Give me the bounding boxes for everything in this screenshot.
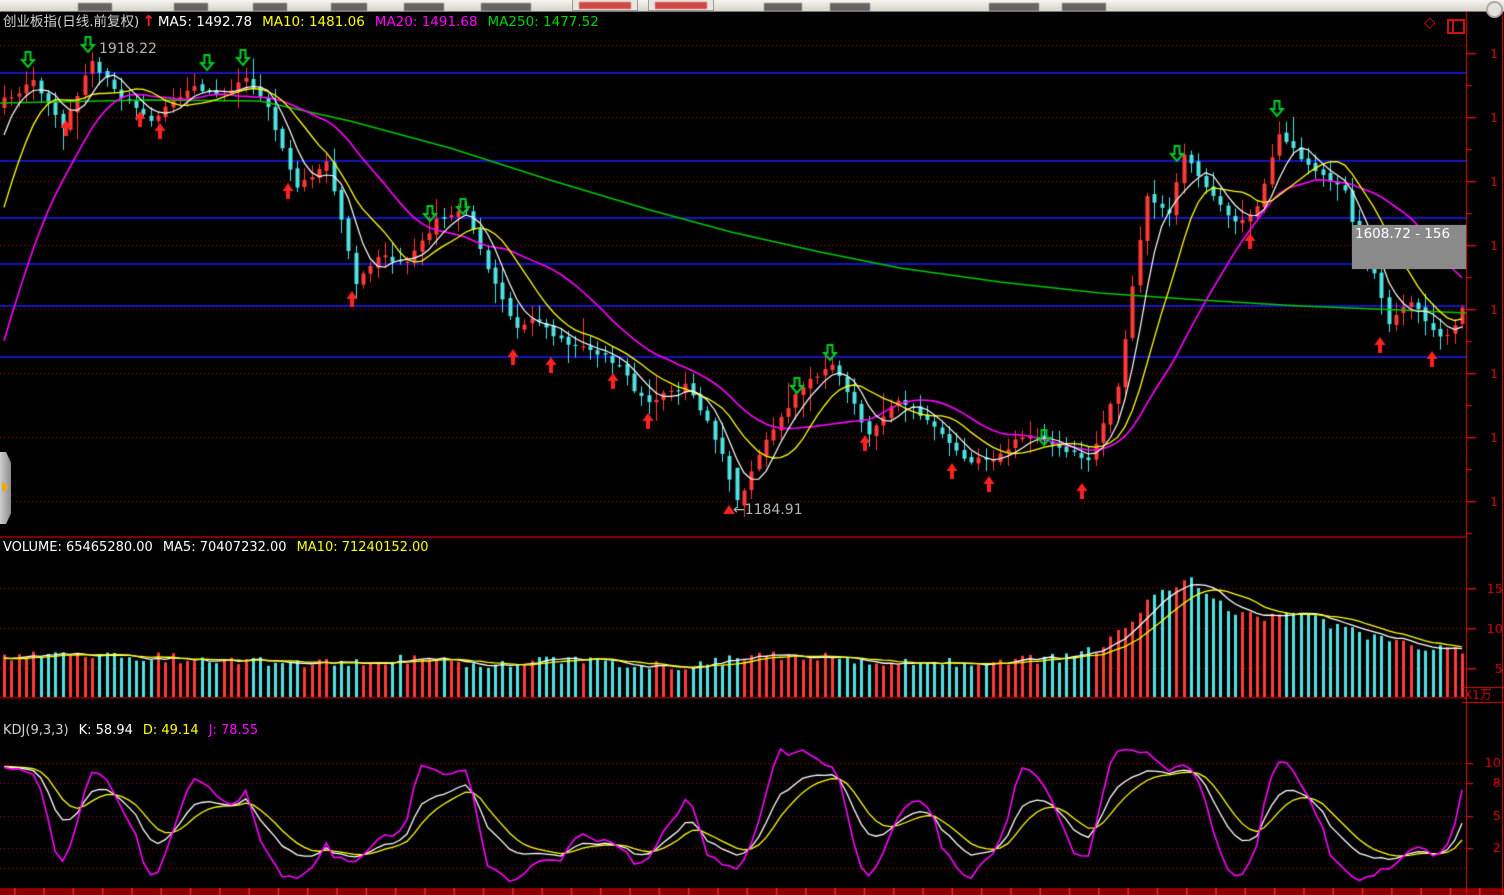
kdj-d-value: 49.14 — [161, 723, 199, 738]
menu-item-stub[interactable] — [253, 3, 287, 11]
up-arrow-icon: ↑ — [142, 12, 155, 30]
split-window-icon[interactable] — [1447, 19, 1465, 34]
menu-bar[interactable] — [0, 0, 1504, 18]
kdj-d-label: D: — [142, 723, 158, 738]
ma5-value: 1492.78 — [196, 14, 253, 30]
kdj-k-value: 58.94 — [95, 723, 133, 738]
symbol-title: 创业板指(日线.前复权) — [3, 14, 140, 30]
hot-button-2[interactable] — [648, 0, 714, 11]
volume-ma5-label: MA5: — [162, 540, 196, 555]
volume-ma10-label: MA10: — [296, 540, 338, 555]
menu-item-stub[interactable] — [404, 3, 444, 11]
period-high-annotation: 1918.22 — [99, 41, 157, 57]
kdj-title: KDJ(9,3,3) — [3, 723, 69, 738]
left-panel-expand-handle[interactable] — [0, 452, 11, 524]
toolbar-icon-fragment — [1486, 1, 1503, 18]
menu-item-stub[interactable] — [764, 3, 802, 11]
ma20-value: 1491.68 — [421, 14, 478, 30]
menu-item-stub[interactable] — [1062, 3, 1106, 11]
menu-item-stub[interactable] — [174, 3, 208, 11]
ma250-label: MA250: — [487, 14, 539, 30]
ma5-label: MA5: — [157, 14, 192, 30]
kdj-j-value: 78.55 — [220, 723, 259, 738]
volume-header: VOLUME: 65465280.00 MA5: 70407232.00 MA10:… — [3, 539, 429, 556]
volume-label: VOLUME: — [3, 540, 62, 555]
volume-ma5-value: 70407232.00 — [199, 540, 287, 555]
period-low-annotation: ←1184.91 — [733, 502, 803, 518]
kdj-header: KDJ(9,3,3) K: 58.94 D: 49.14 J: 78.55 — [3, 722, 258, 739]
kdj-k-label: K: — [78, 723, 92, 738]
menu-item-stub[interactable] — [331, 3, 367, 11]
price-range-text: 1608.72 - 156 — [1355, 226, 1451, 242]
price-range-tooltip: 1608.72 - 156 — [1352, 225, 1466, 269]
menu-item-stub[interactable] — [830, 3, 870, 11]
ma10-label: MA10: — [262, 14, 305, 30]
main-chart-header: 创业板指(日线.前复权) ↑ MA5: 1492.78 MA10: 1481.06 MA… — [3, 13, 599, 31]
ma20-label: MA20: — [374, 14, 418, 30]
ma10-value: 1481.06 — [308, 14, 365, 30]
expand-arrow-icon — [2, 482, 9, 492]
menu-item-stub[interactable] — [989, 3, 1039, 11]
volume-value: 65465280.00 — [65, 540, 153, 555]
hot-button-1[interactable] — [572, 0, 638, 11]
volume-ma10-value: 71240152.00 — [341, 540, 429, 555]
ma250-value: 1477.52 — [543, 14, 599, 30]
menu-item-stub[interactable] — [78, 3, 112, 11]
kdj-j-label: J: — [208, 723, 217, 738]
diamond-icon[interactable]: ◇ — [1424, 13, 1436, 31]
menu-item-stub[interactable] — [481, 3, 531, 11]
